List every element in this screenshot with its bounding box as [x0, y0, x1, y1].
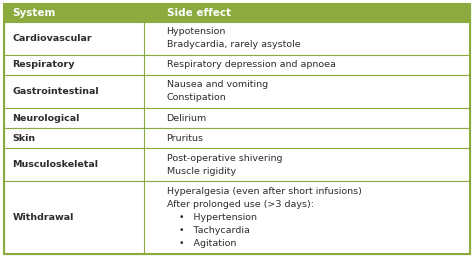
Bar: [4, 108, 470, 128]
Text: Muscle rigidity: Muscle rigidity: [166, 167, 236, 176]
Bar: [4, 55, 470, 75]
Text: Delirium: Delirium: [166, 114, 207, 123]
Text: Nausea and vomiting: Nausea and vomiting: [166, 80, 268, 89]
Text: Respiratory: Respiratory: [12, 60, 75, 69]
Text: •   Tachycardia: • Tachycardia: [166, 226, 249, 235]
Text: Hypotension: Hypotension: [166, 27, 226, 36]
Text: Withdrawal: Withdrawal: [12, 213, 74, 222]
Text: Constipation: Constipation: [166, 93, 226, 102]
Text: Hyperalgesia (even after short infusions): Hyperalgesia (even after short infusions…: [166, 187, 362, 196]
Text: •   Hypertension: • Hypertension: [166, 213, 256, 222]
Text: Respiratory depression and apnoea: Respiratory depression and apnoea: [166, 60, 336, 69]
Bar: [4, 148, 470, 181]
Text: Side effect: Side effect: [166, 8, 231, 18]
Text: Musculoskeletal: Musculoskeletal: [12, 160, 99, 169]
Text: Skin: Skin: [12, 134, 36, 142]
Bar: [4, 181, 470, 254]
Text: •   Agitation: • Agitation: [166, 239, 236, 248]
Text: Cardiovascular: Cardiovascular: [12, 34, 92, 43]
Bar: [4, 4, 470, 22]
Text: Bradycardia, rarely asystole: Bradycardia, rarely asystole: [166, 40, 300, 49]
Bar: [4, 128, 470, 148]
Bar: [4, 22, 470, 55]
Bar: [4, 75, 470, 108]
Text: Neurological: Neurological: [12, 114, 80, 123]
Text: Pruritus: Pruritus: [166, 134, 203, 142]
Text: System: System: [12, 8, 56, 18]
Text: Gastrointestinal: Gastrointestinal: [12, 87, 99, 96]
Text: Post-operative shivering: Post-operative shivering: [166, 154, 282, 163]
Text: After prolonged use (>3 days):: After prolonged use (>3 days):: [166, 200, 314, 209]
